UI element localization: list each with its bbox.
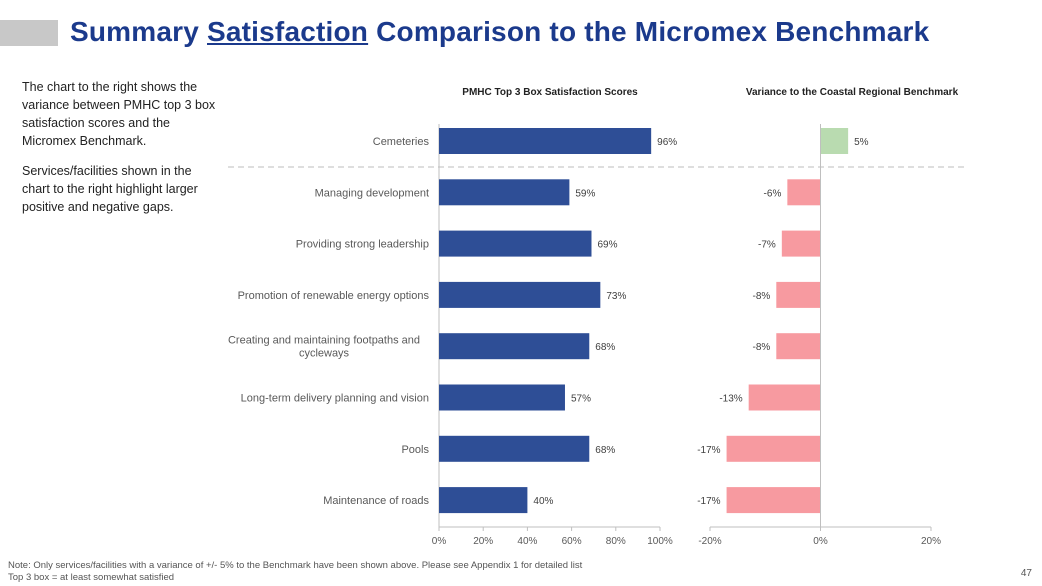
satisfaction-value-label: 57% [571,394,591,405]
page-title: Summary Satisfaction Comparison to the M… [70,16,929,48]
variance-value-label: -8% [753,342,771,353]
category-label: Long-term delivery planning and vision [241,393,429,405]
variance-x-tick-label: 20% [921,536,941,547]
satisfaction-value-label: 59% [575,188,595,199]
page-number: 47 [1020,568,1032,579]
variance-value-label: -8% [753,291,771,302]
intro-text: The chart to the right shows the varianc… [22,78,222,228]
satisfaction-x-tick-label: 40% [517,536,537,547]
variance-bar [726,435,821,462]
variance-bar [776,281,821,308]
intro-paragraph-2: Services/facilities shown in the chart t… [22,164,198,214]
satisfaction-value-label: 68% [595,445,615,456]
footnote: Note: Only services/facilities with a va… [8,560,582,584]
variance-bar [748,384,821,411]
variance-x-tick-label: -20% [698,536,721,547]
footnote-line-1: Note: Only services/facilities with a va… [8,560,583,571]
title-suffix: Comparison to the Micromex Benchmark [368,16,930,47]
variance-x-tick-label: 0% [813,536,828,547]
variance-value-label: -7% [758,240,776,251]
category-label: Pools [401,444,429,456]
category-label: Cemeteries [373,136,430,148]
satisfaction-value-label: 68% [595,342,615,353]
variance-value-label: -17% [697,445,720,456]
footnote-line-2: Top 3 box = at least somewhat satisfied [8,572,175,583]
satisfaction-value-label: 96% [657,137,677,148]
satisfaction-x-tick-label: 0% [432,536,447,547]
satisfaction-bar [439,435,590,462]
variance-value-label: -13% [719,394,742,405]
satisfaction-bar [439,487,528,514]
category-label: Managing development [315,187,429,199]
satisfaction-value-label: 73% [606,291,626,302]
variance-bar [776,333,821,360]
variance-bar [781,230,821,257]
variance-chart-title: Variance to the Coastal Regional Benchma… [745,87,959,98]
satisfaction-bar [439,230,592,257]
variance-value-label: 5% [854,137,869,148]
satisfaction-x-tick-label: 80% [606,536,626,547]
category-label: Providing strong leadership [296,239,429,251]
title-accent-block [0,20,58,46]
variance-bar [726,487,821,514]
satisfaction-bar [439,281,601,308]
satisfaction-x-tick-label: 100% [647,536,673,547]
title-prefix: Summary [70,16,207,47]
satisfaction-value-label: 40% [533,496,553,507]
satisfaction-bar [439,179,570,206]
satisfaction-chart-title: PMHC Top 3 Box Satisfaction Scores [462,87,638,98]
category-label: Maintenance of roads [323,495,429,507]
variance-value-label: -6% [764,188,782,199]
satisfaction-x-tick-label: 20% [473,536,493,547]
satisfaction-bar [439,128,652,154]
satisfaction-bar [439,384,565,411]
variance-bar [787,179,821,206]
variance-value-label: -17% [697,496,720,507]
satisfaction-bar [439,333,590,360]
satisfaction-value-label: 69% [597,240,617,251]
category-label: Promotion of renewable energy options [238,290,430,302]
variance-bar [820,128,849,154]
satisfaction-x-tick-label: 60% [562,536,582,547]
intro-paragraph-1: The chart to the right shows the varianc… [22,80,216,148]
category-label: Creating and maintaining footpaths and cy… [228,335,420,360]
title-emphasis: Satisfaction [207,16,369,47]
